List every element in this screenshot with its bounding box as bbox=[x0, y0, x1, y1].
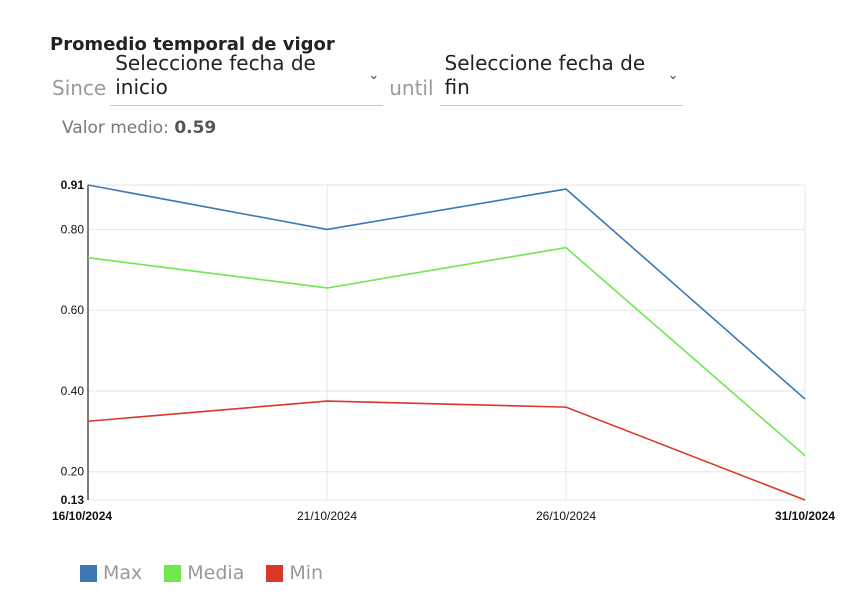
y-tick-label: 0.91 bbox=[61, 178, 85, 192]
chevron-down-icon: ⌄ bbox=[368, 67, 380, 83]
average-label: Valor medio: bbox=[62, 118, 169, 138]
legend-swatch bbox=[80, 564, 97, 582]
chart-title: Promedio temporal de vigor bbox=[50, 34, 335, 55]
end-date-select[interactable]: Seleccione fecha de fin ⌄ bbox=[439, 51, 683, 106]
x-tick-label: 21/10/2024 bbox=[297, 509, 357, 523]
y-tick-label: 0.60 bbox=[61, 303, 85, 317]
until-label: until bbox=[389, 76, 434, 100]
series-line-media bbox=[87, 246, 806, 457]
y-tick-label: 0.40 bbox=[61, 384, 85, 398]
start-date-select-value: Seleccione fecha de inicio bbox=[115, 51, 316, 99]
legend-label: Max bbox=[103, 562, 143, 584]
legend-swatch bbox=[164, 564, 182, 582]
date-filter: Since Seleccione fecha de inicio ⌄ until… bbox=[52, 51, 683, 106]
legend-item-max[interactable]: Max bbox=[80, 562, 142, 584]
series-line-max bbox=[87, 184, 806, 400]
x-tick-label: 31/10/2024 bbox=[775, 509, 835, 523]
legend-item-min[interactable]: Min bbox=[266, 562, 323, 584]
series-line-min bbox=[87, 400, 806, 501]
x-tick-label: 26/10/2024 bbox=[536, 509, 596, 523]
average-value-text: Valor medio: 0.59 bbox=[62, 118, 216, 138]
y-tick-label: 0.20 bbox=[61, 465, 85, 479]
chevron-down-icon: ⌄ bbox=[667, 67, 679, 83]
since-label: Since bbox=[52, 76, 107, 100]
legend-item-media[interactable]: Media bbox=[164, 562, 244, 584]
legend-swatch bbox=[266, 564, 284, 582]
average-value: 0.59 bbox=[174, 118, 217, 138]
legend-label: Media bbox=[187, 562, 245, 584]
y-tick-label: 0.13 bbox=[61, 493, 85, 507]
start-date-select[interactable]: Seleccione fecha de inicio ⌄ bbox=[110, 51, 384, 106]
legend-label: Min bbox=[289, 562, 324, 584]
y-tick-label: 0.80 bbox=[61, 222, 85, 236]
end-date-select-value: Seleccione fecha de fin bbox=[444, 51, 646, 99]
chart-legend: Max Media Min bbox=[80, 562, 345, 584]
x-tick-label: 16/10/2024 bbox=[52, 509, 112, 523]
